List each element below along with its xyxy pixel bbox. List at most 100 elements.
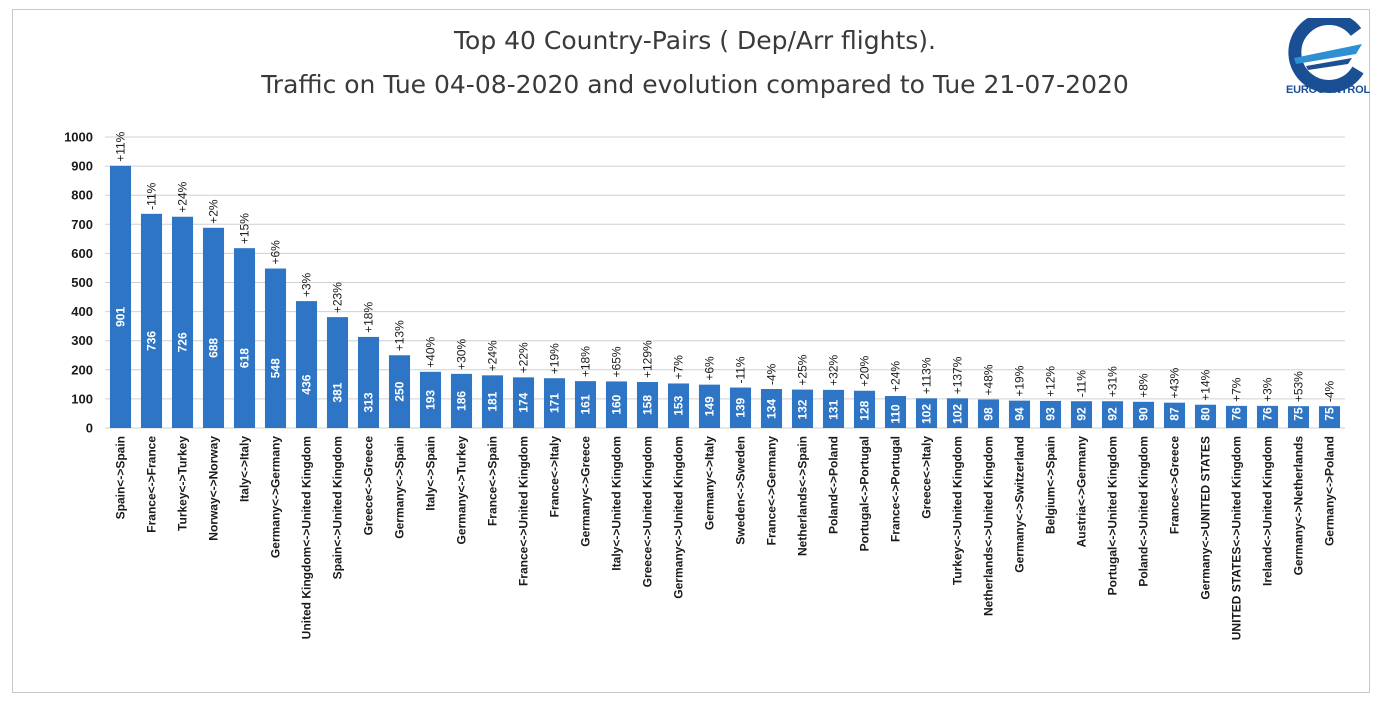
bar xyxy=(1039,400,1062,428)
x-tick-label: UNITED STATES<->United Kingdom xyxy=(1230,436,1244,640)
bar xyxy=(977,399,1000,428)
bar-value-label: 160 xyxy=(610,394,624,414)
bar xyxy=(202,227,225,428)
bar-value-label: 153 xyxy=(672,395,686,415)
bar-value-label: 313 xyxy=(362,392,376,412)
x-tick-label: France<->Portugal xyxy=(889,436,903,542)
evolution-label: -11% xyxy=(1075,370,1089,397)
evolution-label: +3% xyxy=(1261,377,1275,402)
x-tick-label: Germany<->Turkey xyxy=(455,436,469,545)
bar-value-label: 131 xyxy=(827,400,841,420)
x-tick-label: Netherlands<->United Kingdom xyxy=(982,436,996,616)
x-tick-label: Germany<->Spain xyxy=(393,436,407,539)
bar-value-label: 158 xyxy=(641,395,655,415)
y-tick-label: 1000 xyxy=(64,130,93,145)
x-tick-label: Portugal<->Portugal xyxy=(858,436,872,551)
bar xyxy=(791,389,814,428)
x-tick-label: Germany<->UNITED STATES xyxy=(1199,436,1213,600)
evolution-label: +25% xyxy=(796,354,810,385)
x-tick-label: Austria<->Germany xyxy=(1075,436,1089,548)
evolution-label: +11% xyxy=(114,131,128,161)
evolution-label: +7% xyxy=(672,355,686,380)
bar-value-label: 548 xyxy=(269,358,283,378)
evolution-label: +129% xyxy=(641,340,655,378)
evolution-label: +20% xyxy=(858,355,872,386)
x-tick-label: Portugal<->United Kingdom xyxy=(1106,436,1120,595)
x-tick-label: Germany<->Germany xyxy=(269,436,283,558)
bar-value-label: 98 xyxy=(982,407,996,421)
evolution-label: +14% xyxy=(1199,369,1213,400)
bar-value-label: 92 xyxy=(1075,407,1089,421)
bar xyxy=(295,301,318,428)
x-tick-label: Ireland<->United Kingdom xyxy=(1261,436,1275,586)
evolution-label: +113% xyxy=(920,357,934,394)
bar-value-label: 87 xyxy=(1168,407,1182,421)
bar xyxy=(884,395,907,428)
x-tick-label: Greece<->Greece xyxy=(362,436,376,536)
bar xyxy=(1101,401,1124,428)
evolution-label: +32% xyxy=(827,355,841,386)
bar xyxy=(760,389,783,428)
evolution-label: +3% xyxy=(300,272,314,297)
evolution-label: +18% xyxy=(362,302,376,333)
evolution-label: +19% xyxy=(1013,365,1027,396)
bar-value-label: 102 xyxy=(951,404,965,424)
evolution-label: +22% xyxy=(517,342,531,373)
x-tick-label: France<->United Kingdom xyxy=(517,436,531,586)
bar-value-label: 688 xyxy=(207,338,221,358)
bar-value-label: 110 xyxy=(889,404,903,424)
y-axis-ticks: 0 100 200 300 400 500 600 700 800 900 1000 xyxy=(64,130,93,436)
bar xyxy=(698,384,721,428)
y-tick-label: 200 xyxy=(71,362,93,377)
evolution-label: +8% xyxy=(1137,373,1151,398)
x-tick-label: Turkey<->Turkey xyxy=(176,436,190,531)
bar-value-label: 128 xyxy=(858,400,872,420)
evolution-label: +18% xyxy=(579,346,593,377)
bar xyxy=(171,216,194,428)
x-tick-label: Belgium<->Spain xyxy=(1044,436,1058,534)
bar xyxy=(1256,405,1279,428)
x-tick-label: Netherlands<->Spain xyxy=(796,436,810,556)
evolution-label: +31% xyxy=(1106,366,1120,397)
bar xyxy=(605,381,628,428)
bar xyxy=(1318,406,1341,428)
bar-value-label: 161 xyxy=(579,394,593,414)
bar-value-label: 149 xyxy=(703,396,717,416)
bar-value-label: 193 xyxy=(424,390,438,410)
bar xyxy=(109,165,132,428)
x-tick-label: France<->Greece xyxy=(1168,436,1182,534)
bar-value-label: 618 xyxy=(238,348,252,368)
bar xyxy=(636,382,659,428)
bar-value-label: 102 xyxy=(920,404,934,424)
bar xyxy=(853,390,876,428)
evolution-label: -11% xyxy=(734,356,748,383)
x-tick-label: Italy<->Spain xyxy=(424,436,438,511)
bar xyxy=(233,248,256,428)
bar xyxy=(512,377,535,428)
evolution-label: +65% xyxy=(610,346,624,377)
y-tick-label: 0 xyxy=(86,421,93,436)
evolution-label: +24% xyxy=(889,361,903,392)
bar-value-label: 736 xyxy=(145,331,159,351)
bar xyxy=(419,371,442,428)
bar xyxy=(450,373,473,428)
bar xyxy=(729,387,752,428)
y-tick-label: 700 xyxy=(71,217,93,232)
bar-value-label: 92 xyxy=(1106,407,1120,421)
evolution-label: -4% xyxy=(765,363,779,385)
bar-value-label: 94 xyxy=(1013,407,1027,421)
x-tick-label: Turkey<->United Kingdom xyxy=(951,436,965,585)
chart-title: Top 40 Country-Pairs ( Dep/Arr flights). xyxy=(454,26,936,55)
x-tick-label: United Kingdom<->United Kingdom xyxy=(300,436,314,639)
evolution-label: +30% xyxy=(455,339,469,370)
x-tick-label: Greece<->Italy xyxy=(920,436,934,519)
y-tick-label: 100 xyxy=(71,391,93,406)
gridlines xyxy=(105,136,1345,429)
evolution-label: +6% xyxy=(703,356,717,381)
chart-subtitle: Traffic on Tue 04-08-2020 and evolution … xyxy=(261,70,1129,99)
y-tick-label: 500 xyxy=(71,275,93,290)
bar-value-label: 132 xyxy=(796,399,810,419)
bar-labels: 901 +11% Spain<->Spain 736 -11% France<->Fran… xyxy=(114,131,1337,640)
eurocontrol-logo-icon xyxy=(1288,18,1364,93)
bar xyxy=(1070,401,1093,428)
